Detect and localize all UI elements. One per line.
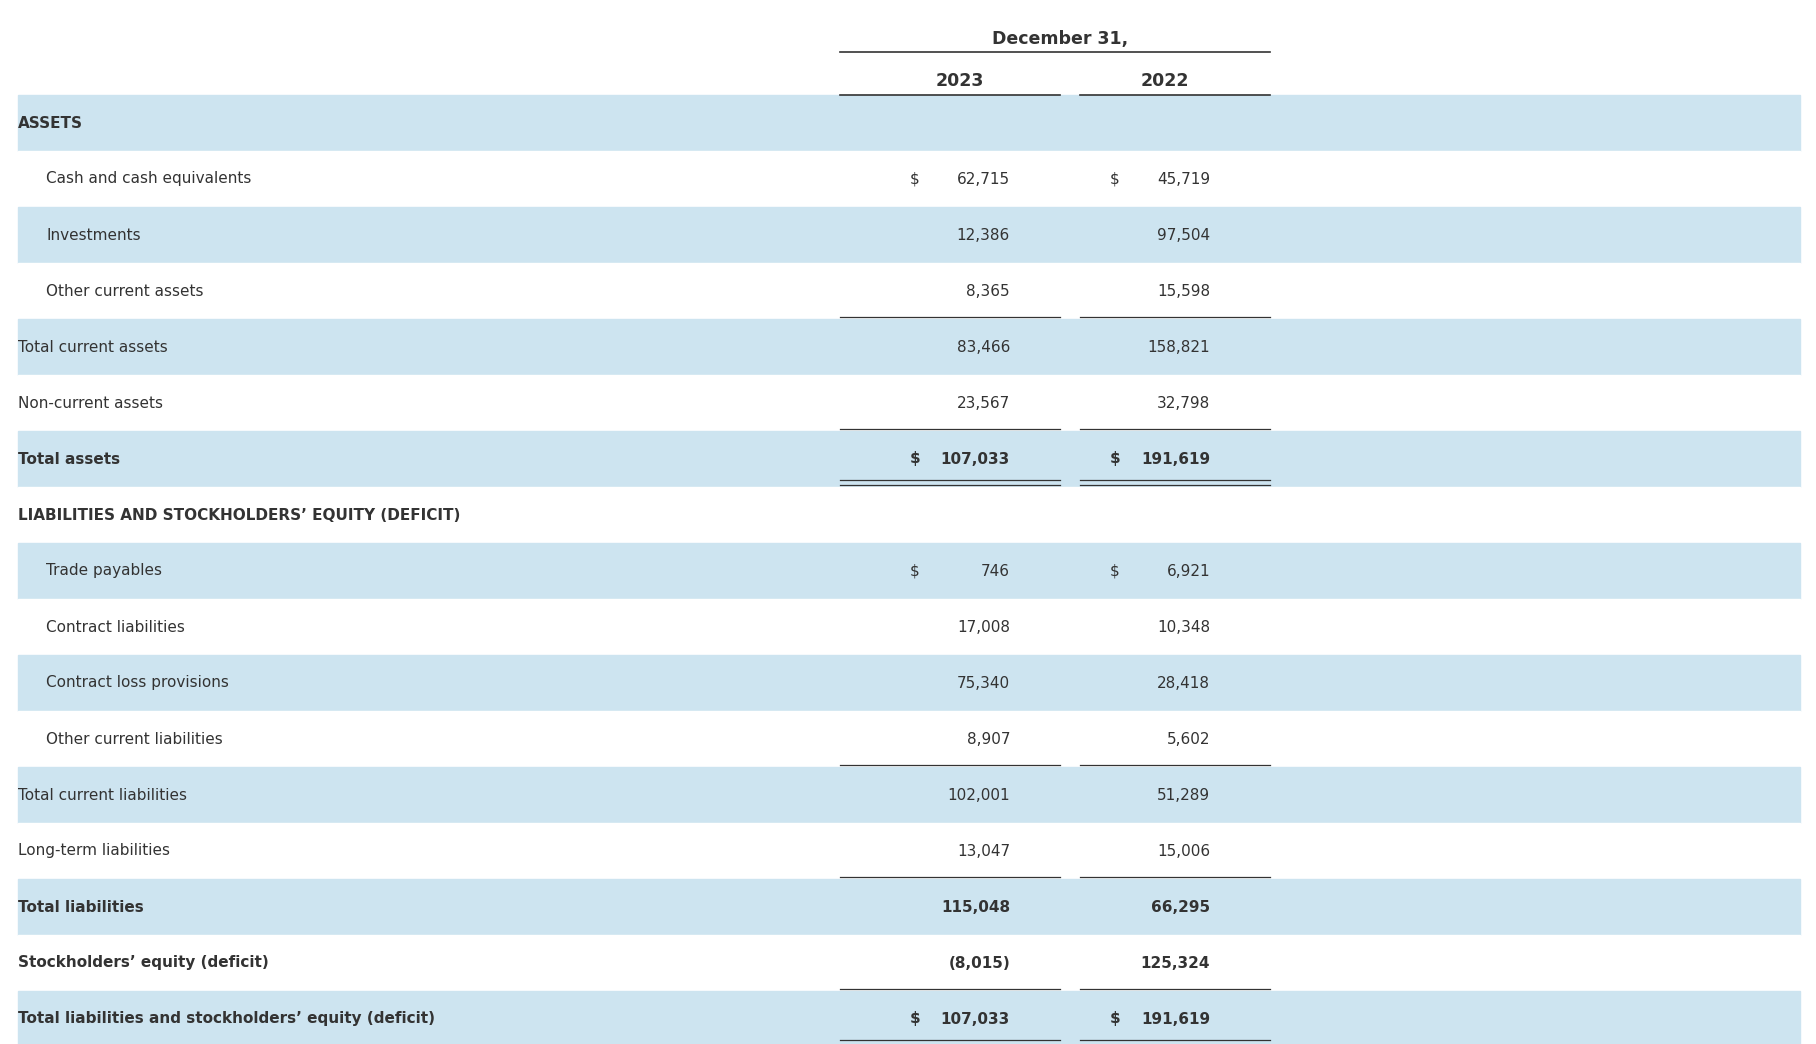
Bar (18, 711, 1800, 767)
Text: 102,001: 102,001 (948, 787, 1010, 803)
Bar (18, 655, 1800, 711)
Text: LIABILITIES AND STOCKHOLDERS’ EQUITY (DEFICIT): LIABILITIES AND STOCKHOLDERS’ EQUITY (DE… (18, 507, 461, 522)
Text: 191,619: 191,619 (1140, 1012, 1209, 1026)
Bar (18, 487, 1800, 543)
Bar (18, 319, 1800, 375)
Text: 62,715: 62,715 (957, 171, 1010, 187)
Text: 51,289: 51,289 (1157, 787, 1209, 803)
Bar (18, 95, 1800, 151)
Text: 158,821: 158,821 (1148, 339, 1209, 355)
Text: $: $ (1110, 1012, 1120, 1026)
Text: 13,047: 13,047 (957, 844, 1010, 858)
Text: Contract liabilities: Contract liabilities (45, 619, 185, 635)
Text: Long-term liabilities: Long-term liabilities (18, 844, 171, 858)
Text: Total liabilities: Total liabilities (18, 900, 143, 915)
Text: 107,033: 107,033 (941, 451, 1010, 467)
Text: Non-current assets: Non-current assets (18, 396, 163, 410)
Text: 83,466: 83,466 (957, 339, 1010, 355)
Text: Cash and cash equivalents: Cash and cash equivalents (45, 171, 251, 187)
Text: Total current assets: Total current assets (18, 339, 167, 355)
Text: 45,719: 45,719 (1157, 171, 1209, 187)
Bar (18, 263, 1800, 319)
Text: 8,907: 8,907 (966, 732, 1010, 746)
Text: Investments: Investments (45, 228, 140, 242)
Text: 66,295: 66,295 (1151, 900, 1209, 915)
Text: $: $ (910, 451, 921, 467)
Text: Stockholders’ equity (deficit): Stockholders’ equity (deficit) (18, 955, 269, 971)
Bar (18, 599, 1800, 655)
Text: 15,006: 15,006 (1157, 844, 1209, 858)
Text: December 31,: December 31, (992, 30, 1128, 48)
Text: Total assets: Total assets (18, 451, 120, 467)
Bar (18, 935, 1800, 991)
Text: 17,008: 17,008 (957, 619, 1010, 635)
Text: 2022: 2022 (1140, 72, 1189, 90)
Text: Other current assets: Other current assets (45, 284, 203, 299)
Text: ASSETS: ASSETS (18, 116, 84, 130)
Bar (18, 431, 1800, 487)
Bar (18, 767, 1800, 823)
Text: Trade payables: Trade payables (45, 564, 162, 578)
Bar (18, 823, 1800, 879)
Text: 10,348: 10,348 (1157, 619, 1209, 635)
Text: $: $ (910, 171, 919, 187)
Text: 97,504: 97,504 (1157, 228, 1209, 242)
Text: $: $ (1110, 171, 1120, 187)
Text: 75,340: 75,340 (957, 675, 1010, 690)
Text: 28,418: 28,418 (1157, 675, 1209, 690)
Text: Total liabilities and stockholders’ equity (deficit): Total liabilities and stockholders’ equi… (18, 1012, 436, 1026)
Bar (18, 207, 1800, 263)
Text: Total current liabilities: Total current liabilities (18, 787, 187, 803)
Text: 15,598: 15,598 (1157, 284, 1209, 299)
Text: 8,365: 8,365 (966, 284, 1010, 299)
Text: (8,015): (8,015) (948, 955, 1010, 971)
Bar (18, 151, 1800, 207)
Text: 115,048: 115,048 (941, 900, 1010, 915)
Text: 5,602: 5,602 (1166, 732, 1209, 746)
Text: Contract loss provisions: Contract loss provisions (45, 675, 229, 690)
Text: 125,324: 125,324 (1140, 955, 1209, 971)
Text: 746: 746 (981, 564, 1010, 578)
Text: 6,921: 6,921 (1166, 564, 1209, 578)
Text: $: $ (1110, 564, 1120, 578)
Text: 12,386: 12,386 (957, 228, 1010, 242)
Text: 191,619: 191,619 (1140, 451, 1209, 467)
Text: 23,567: 23,567 (957, 396, 1010, 410)
Text: 32,798: 32,798 (1157, 396, 1209, 410)
Bar (18, 375, 1800, 431)
Bar (18, 543, 1800, 599)
Text: $: $ (910, 1012, 921, 1026)
Text: $: $ (1110, 451, 1120, 467)
Text: 107,033: 107,033 (941, 1012, 1010, 1026)
Text: $: $ (910, 564, 919, 578)
Text: 2023: 2023 (935, 72, 984, 90)
Text: Other current liabilities: Other current liabilities (45, 732, 223, 746)
Bar (18, 991, 1800, 1044)
Bar (18, 879, 1800, 935)
